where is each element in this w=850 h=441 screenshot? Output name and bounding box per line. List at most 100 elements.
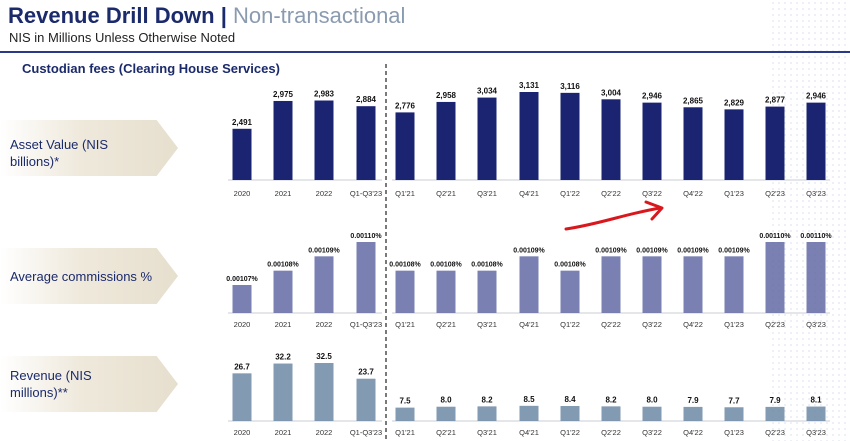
bar xyxy=(806,242,826,313)
title-separator: | xyxy=(220,3,227,28)
bar xyxy=(560,92,580,180)
bar xyxy=(395,112,415,180)
data-label: 23.7 xyxy=(358,368,374,377)
bar xyxy=(683,406,703,421)
bar xyxy=(765,406,785,421)
tick-label: Q3'22 xyxy=(642,428,662,437)
tick-label: Q2'23 xyxy=(765,189,785,198)
tick-label: Q2'21 xyxy=(436,189,456,198)
bar xyxy=(806,406,826,421)
bar xyxy=(601,99,621,180)
tick-label: Q3'23 xyxy=(806,189,826,198)
tick-label: Q1'23 xyxy=(724,189,744,198)
data-label: 2,958 xyxy=(436,91,457,100)
tick-label: Q1'22 xyxy=(560,428,580,437)
section-title: Custodian fees (Clearing House Services) xyxy=(22,61,280,76)
data-label: 32.2 xyxy=(275,353,291,362)
data-label: 2,829 xyxy=(724,98,745,107)
bar xyxy=(314,100,334,180)
data-label: 3,004 xyxy=(601,88,622,97)
bar xyxy=(806,102,826,180)
bar xyxy=(724,109,744,180)
tick-label: Q2'21 xyxy=(436,320,456,329)
data-label: 0.00110% xyxy=(759,233,791,240)
bar xyxy=(601,256,621,313)
data-label: 0.00108% xyxy=(554,262,586,269)
bar xyxy=(683,107,703,180)
data-label: 2,877 xyxy=(765,96,786,105)
tick-label: Q2'22 xyxy=(601,428,621,437)
data-label: 3,116 xyxy=(560,82,580,91)
row-label-line: Average commissions % xyxy=(10,269,153,284)
bar xyxy=(436,101,456,180)
data-label: 2,884 xyxy=(356,95,377,104)
data-label: 8.0 xyxy=(646,396,658,405)
tick-label: Q4'22 xyxy=(683,428,703,437)
data-label: 2,946 xyxy=(642,92,663,101)
row-label-line: millions)** xyxy=(10,385,68,400)
bar xyxy=(765,242,785,313)
annotation-arrow xyxy=(564,206,662,231)
tick-label: Q1'21 xyxy=(395,428,415,437)
data-label: 2,975 xyxy=(273,90,294,99)
bar xyxy=(436,406,456,421)
tick-label: Q1-Q3'23 xyxy=(350,320,382,329)
tick-label: Q1'21 xyxy=(395,189,415,198)
tick-label: Q3'21 xyxy=(477,320,497,329)
data-label: 0.00109% xyxy=(595,247,627,254)
data-label: 0.00110% xyxy=(350,233,382,240)
tick-label: Q4'21 xyxy=(519,320,539,329)
tick-label: Q1'22 xyxy=(560,320,580,329)
data-label: 32.5 xyxy=(316,352,332,361)
data-label: 7.7 xyxy=(728,396,740,405)
bar xyxy=(519,405,539,421)
page-title: Revenue Drill Down | Non-transactional xyxy=(8,3,405,29)
tick-label: Q3'21 xyxy=(477,189,497,198)
tick-label: Q3'22 xyxy=(642,189,662,198)
data-label: 8.5 xyxy=(523,395,535,404)
data-label: 8.1 xyxy=(810,396,822,405)
data-label: 3,034 xyxy=(477,87,498,96)
data-label: 26.7 xyxy=(234,362,250,371)
data-label: 8.2 xyxy=(481,395,493,404)
tick-label: 2021 xyxy=(275,189,292,198)
data-label: 0.00109% xyxy=(513,247,545,254)
bar xyxy=(273,363,293,421)
data-label: 8.2 xyxy=(605,395,617,404)
data-label: 7.5 xyxy=(399,397,411,406)
tick-label: 2022 xyxy=(316,189,333,198)
tick-label: 2022 xyxy=(316,320,333,329)
bar xyxy=(356,242,376,313)
row-label-chevron xyxy=(0,356,178,412)
bar xyxy=(273,100,293,180)
tick-label: Q4'21 xyxy=(519,189,539,198)
tick-label: Q3'21 xyxy=(477,428,497,437)
bar xyxy=(273,270,293,313)
tick-label: Q1'21 xyxy=(395,320,415,329)
bar xyxy=(642,256,662,313)
tick-label: Q2'22 xyxy=(601,320,621,329)
data-label: 2,865 xyxy=(683,96,704,105)
tick-label: 2021 xyxy=(275,320,292,329)
tick-label: 2020 xyxy=(234,428,251,437)
bar xyxy=(560,406,580,421)
tick-label: Q4'22 xyxy=(683,320,703,329)
bar xyxy=(477,97,497,180)
page-subtitle: NIS in Millions Unless Otherwise Noted xyxy=(9,30,236,45)
data-label: 0.00108% xyxy=(430,262,462,269)
background-map-pattern xyxy=(770,0,850,441)
tick-label: Q3'23 xyxy=(806,428,826,437)
tick-label: Q4'22 xyxy=(683,189,703,198)
tick-label: Q2'21 xyxy=(436,428,456,437)
tick-label: Q1-Q3'23 xyxy=(350,428,382,437)
bar xyxy=(232,285,252,313)
data-label: 2,491 xyxy=(232,118,253,127)
bar xyxy=(314,256,334,313)
data-label: 7.9 xyxy=(687,396,699,405)
data-label: 0.00109% xyxy=(677,247,709,254)
row-label-revenue: Revenue (NIS millions)** xyxy=(10,367,92,401)
data-label: 2,946 xyxy=(806,92,827,101)
title-main: Revenue Drill Down xyxy=(8,3,215,28)
data-label: 0.00108% xyxy=(389,262,421,269)
